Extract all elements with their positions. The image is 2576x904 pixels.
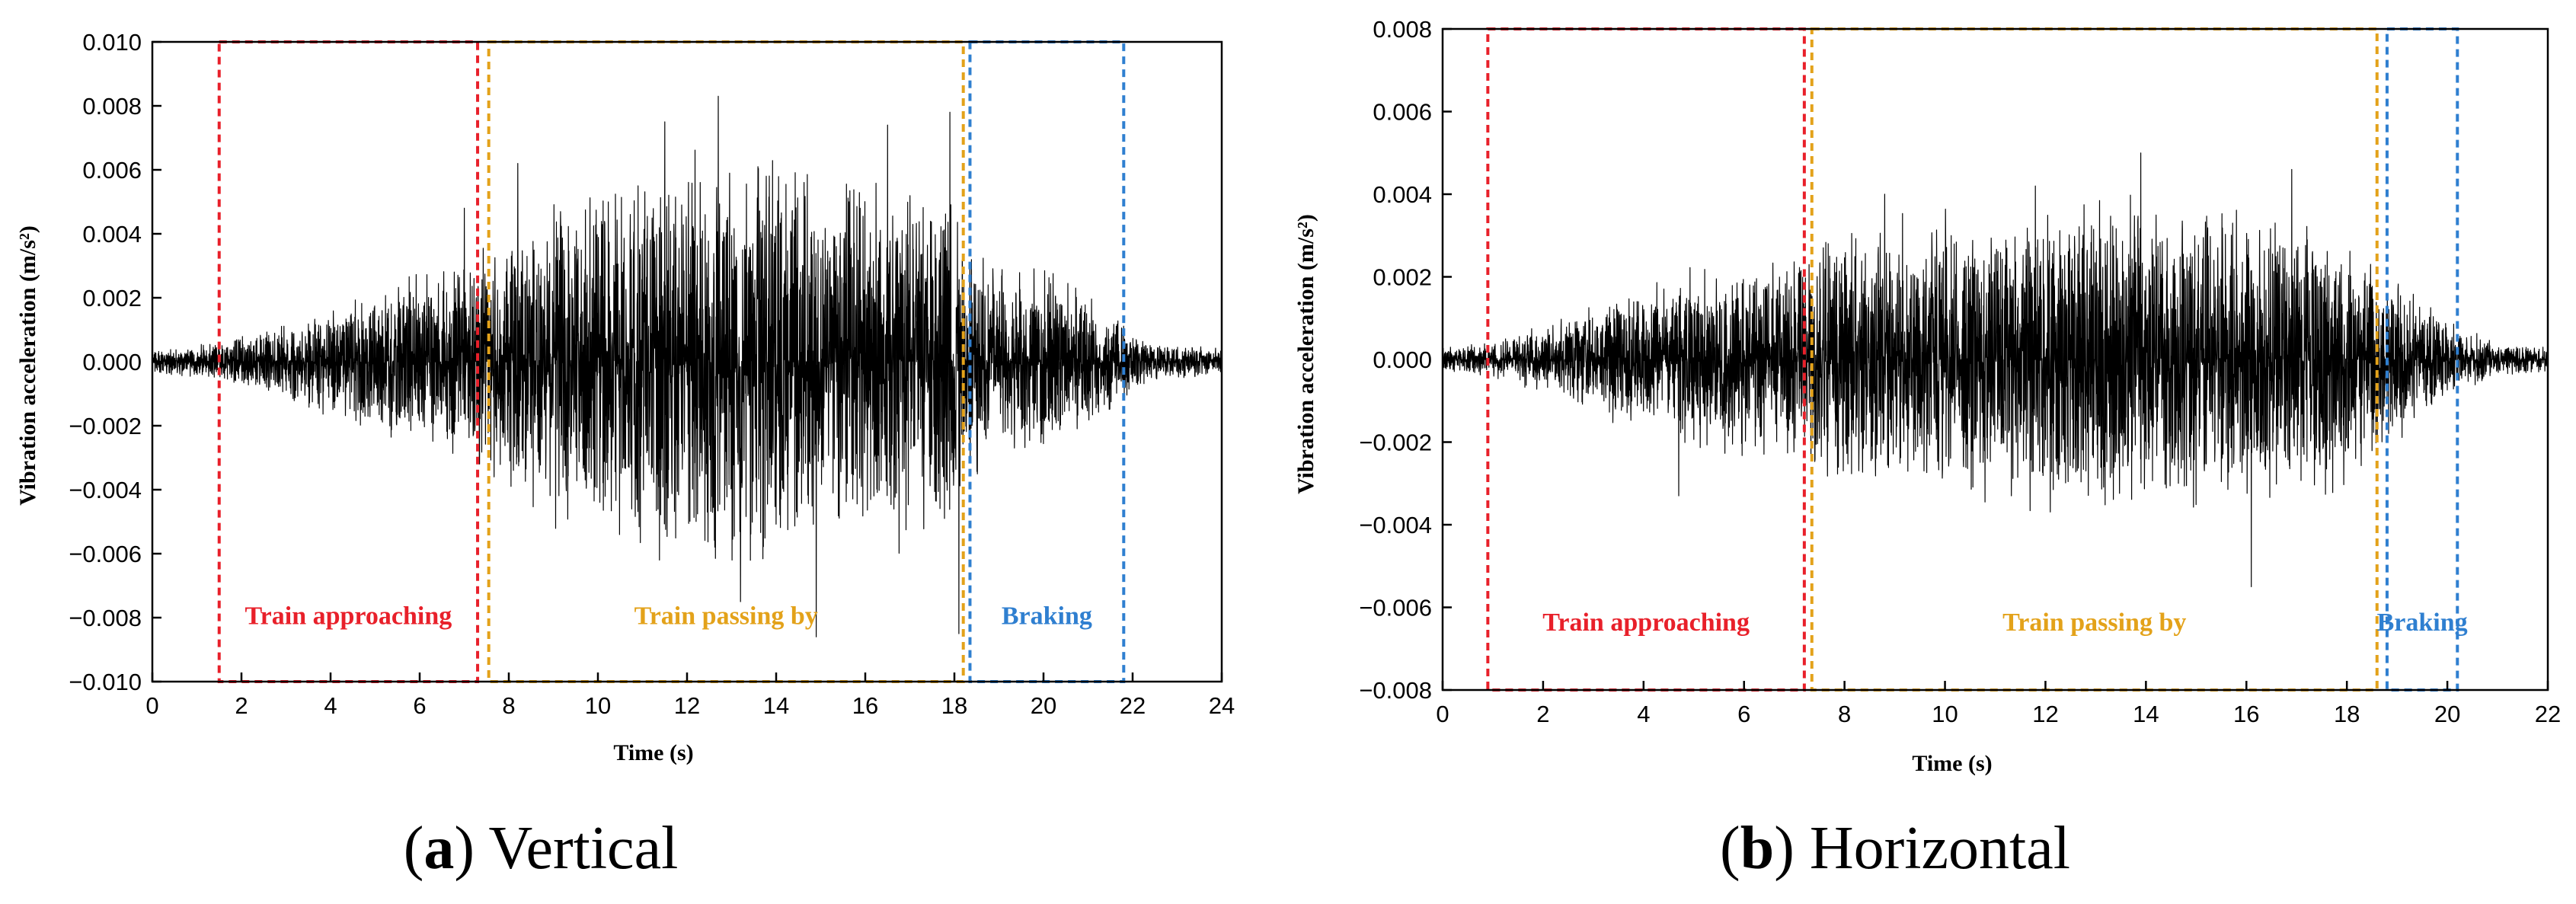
vertical-y-tick-label: 0.004 [82,221,142,248]
vertical-y-tick-label: 0.002 [82,285,142,311]
horizontal-y-tick-label: 0.004 [1373,181,1432,208]
vertical-x-tick-label: 20 [1031,692,1056,719]
horizontal-x-tick-label: 18 [2334,701,2360,727]
vertical-y-tick-label: −0.008 [69,605,142,631]
vertical-region-train-approaching-label: Train approaching [245,602,452,630]
vertical-x-tick-label: 2 [235,692,248,719]
horizontal-x-tick-label: 12 [2032,701,2058,727]
vertical-caption-text: Vertical [489,815,679,882]
horizontal-x-axis-title: Time (s) [1912,751,1992,776]
vertical-y-tick-label: −0.006 [69,541,142,567]
vertical-x-tick-label: 16 [852,692,878,719]
horizontal-x-tick-label: 16 [2233,701,2259,727]
vertical-x-tick-label: 12 [674,692,700,719]
horizontal-x-tick-label: 8 [1838,701,1851,727]
vertical-y-tick-label: 0.010 [82,29,142,56]
horizontal-x-tick-label: 6 [1737,701,1750,727]
vertical-plot-area: Train approaching Train passing by Braking… [69,29,1235,719]
vertical-y-axis-title: Vibration acceleration (m/s²) [15,225,40,506]
vertical-y-tick-label: −0.002 [69,413,142,439]
vertical-region-train-passing-by-label: Train passing by [634,602,818,630]
horizontal-x-tick-label: 14 [2133,701,2159,727]
horizontal-region-train-approaching-label: Train approaching [1542,609,1750,637]
horizontal-y-tick-label: −0.002 [1359,430,1432,456]
vertical-x-tick-label: 10 [585,692,611,719]
vertical-y-tick-label: 0.000 [82,349,142,375]
horizontal-region-train-passing-by-label: Train passing by [2002,609,2186,637]
vertical-region-braking-label: Braking [1002,602,1092,630]
horizontal-caption: (b) Horizontal [1720,815,2070,882]
horizontal-x-tick-label: 20 [2434,701,2460,727]
vertical-x-tick-label: 24 [1209,692,1235,719]
horizontal-x-tick-label: 0 [1436,701,1449,727]
vertical-y-tick-label: 0.006 [82,157,142,184]
vertical-signal-trace [152,95,1222,637]
horizontal-plot-area: Train approaching Train passing by Braking… [1359,16,2561,727]
vertical-x-axis-title: Time (s) [613,740,693,765]
horizontal-y-tick-label: −0.008 [1359,677,1432,704]
vertical-y-tick-label: −0.010 [69,669,142,695]
horizontal-y-axis-title: Vibration acceleration (m/s²) [1293,214,1318,494]
horizontal-x-tick-label: 4 [1637,701,1650,727]
vertical-y-tick-label: 0.008 [82,93,142,120]
vertical-caption: (a) Vertical [404,815,679,882]
horizontal-region-braking-label: Braking [2377,609,2468,637]
horizontal-x-tick-label: 2 [1536,701,1549,727]
panel-horizontal: Train approaching Train passing by Braking… [1293,16,2561,882]
horizontal-y-tick-label: 0.008 [1373,16,1432,43]
vertical-x-tick-label: 6 [413,692,426,719]
horizontal-y-tick-label: 0.000 [1373,347,1432,373]
horizontal-y-tick-label: −0.004 [1359,512,1432,538]
vertical-x-tick-label: 22 [1120,692,1146,719]
horizontal-signal-trace [1442,152,2549,587]
vertical-x-tick-label: 8 [502,692,515,719]
horizontal-y-tick-label: 0.002 [1373,264,1432,291]
vertical-x-tick-label: 0 [145,692,158,719]
horizontal-x-tick-label: 22 [2535,701,2561,727]
horizontal-y-tick-label: 0.006 [1373,99,1432,126]
vertical-y-tick-label: −0.004 [69,477,142,503]
horizontal-y-tick-label: −0.006 [1359,595,1432,621]
vertical-x-tick-label: 14 [763,692,789,719]
vertical-caption-letter: a [423,815,454,882]
vertical-x-tick-label: 4 [324,692,337,719]
horizontal-caption-text: Horizontal [1810,815,2070,882]
panel-vertical: Train approaching Train passing by Braking… [15,29,1235,882]
vertical-x-tick-label: 18 [941,692,967,719]
horizontal-x-tick-label: 10 [1932,701,1958,727]
horizontal-caption-letter: b [1740,815,1775,882]
